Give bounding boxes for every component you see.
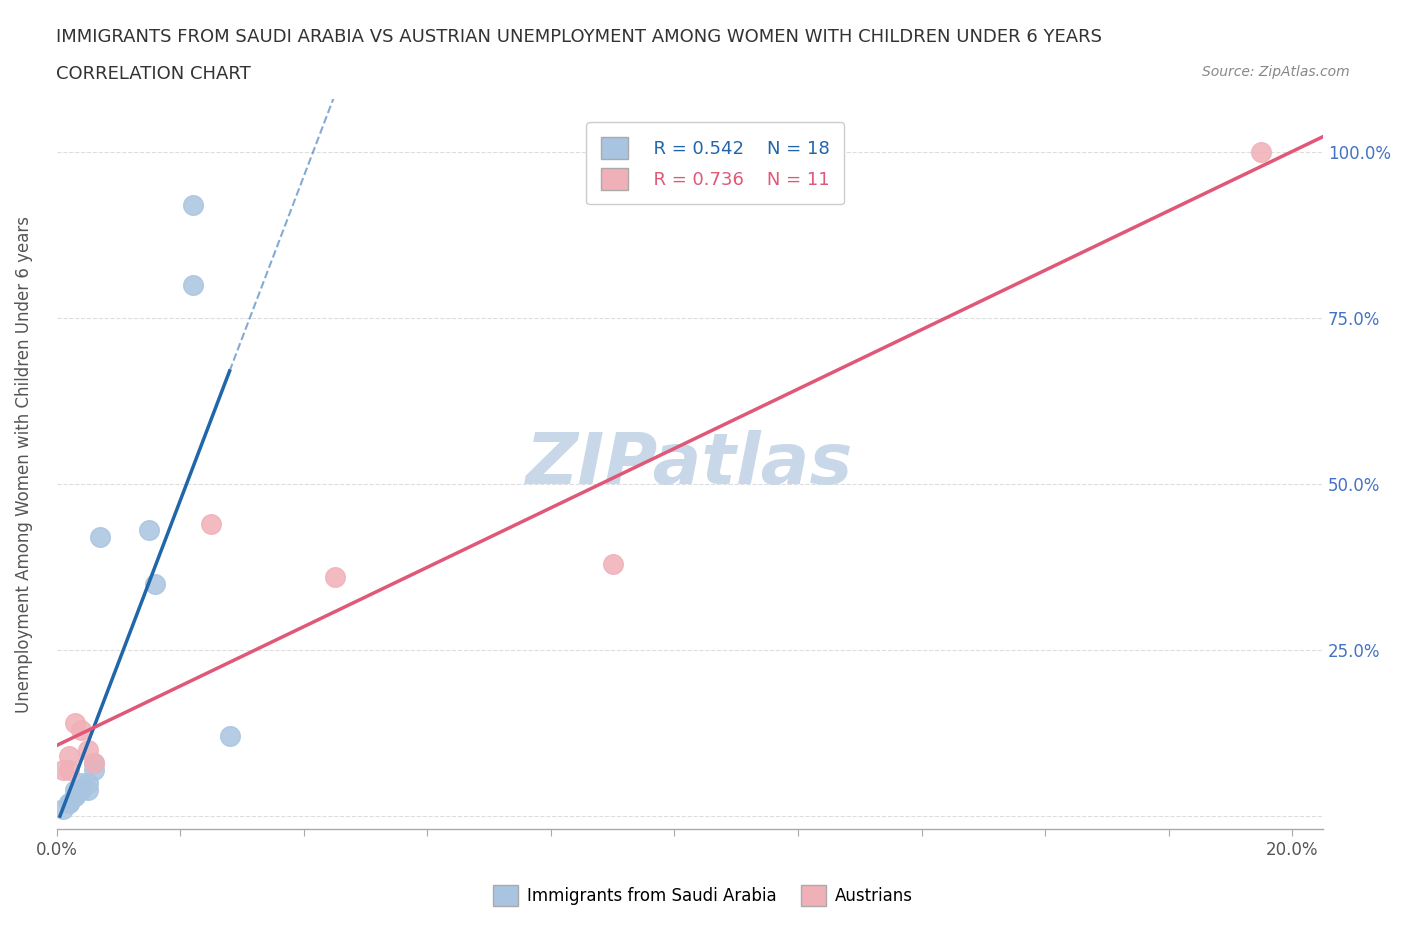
Point xyxy=(70,776,93,790)
Point xyxy=(63,789,86,804)
Point xyxy=(323,569,346,584)
Point xyxy=(89,530,111,545)
Point xyxy=(76,776,98,790)
Point xyxy=(181,277,204,292)
Point xyxy=(52,802,75,817)
Point xyxy=(602,556,624,571)
Point xyxy=(63,716,86,731)
Y-axis label: Unemployment Among Women with Children Under 6 years: Unemployment Among Women with Children U… xyxy=(15,216,32,712)
Point xyxy=(138,523,160,538)
Point xyxy=(83,755,105,770)
Point xyxy=(1250,144,1272,159)
Point xyxy=(70,782,93,797)
Point xyxy=(63,789,86,804)
Point xyxy=(76,782,98,797)
Text: ZIPatlas: ZIPatlas xyxy=(526,430,853,498)
Point xyxy=(145,577,167,591)
Point xyxy=(58,763,80,777)
Point xyxy=(58,795,80,810)
Point xyxy=(218,729,240,744)
Point xyxy=(83,763,105,777)
Point xyxy=(63,782,86,797)
Point xyxy=(83,755,105,770)
Text: Source: ZipAtlas.com: Source: ZipAtlas.com xyxy=(1202,65,1350,79)
Text: CORRELATION CHART: CORRELATION CHART xyxy=(56,65,252,83)
Point xyxy=(70,723,93,737)
Legend:   R = 0.542    N = 18,   R = 0.736    N = 11: R = 0.542 N = 18, R = 0.736 N = 11 xyxy=(586,123,844,205)
Point xyxy=(76,742,98,757)
Point xyxy=(181,197,204,212)
Text: IMMIGRANTS FROM SAUDI ARABIA VS AUSTRIAN UNEMPLOYMENT AMONG WOMEN WITH CHILDREN : IMMIGRANTS FROM SAUDI ARABIA VS AUSTRIAN… xyxy=(56,28,1102,46)
Point xyxy=(52,763,75,777)
Point xyxy=(200,516,222,531)
Point xyxy=(58,795,80,810)
Point xyxy=(58,749,80,764)
Legend: Immigrants from Saudi Arabia, Austrians: Immigrants from Saudi Arabia, Austrians xyxy=(486,879,920,912)
